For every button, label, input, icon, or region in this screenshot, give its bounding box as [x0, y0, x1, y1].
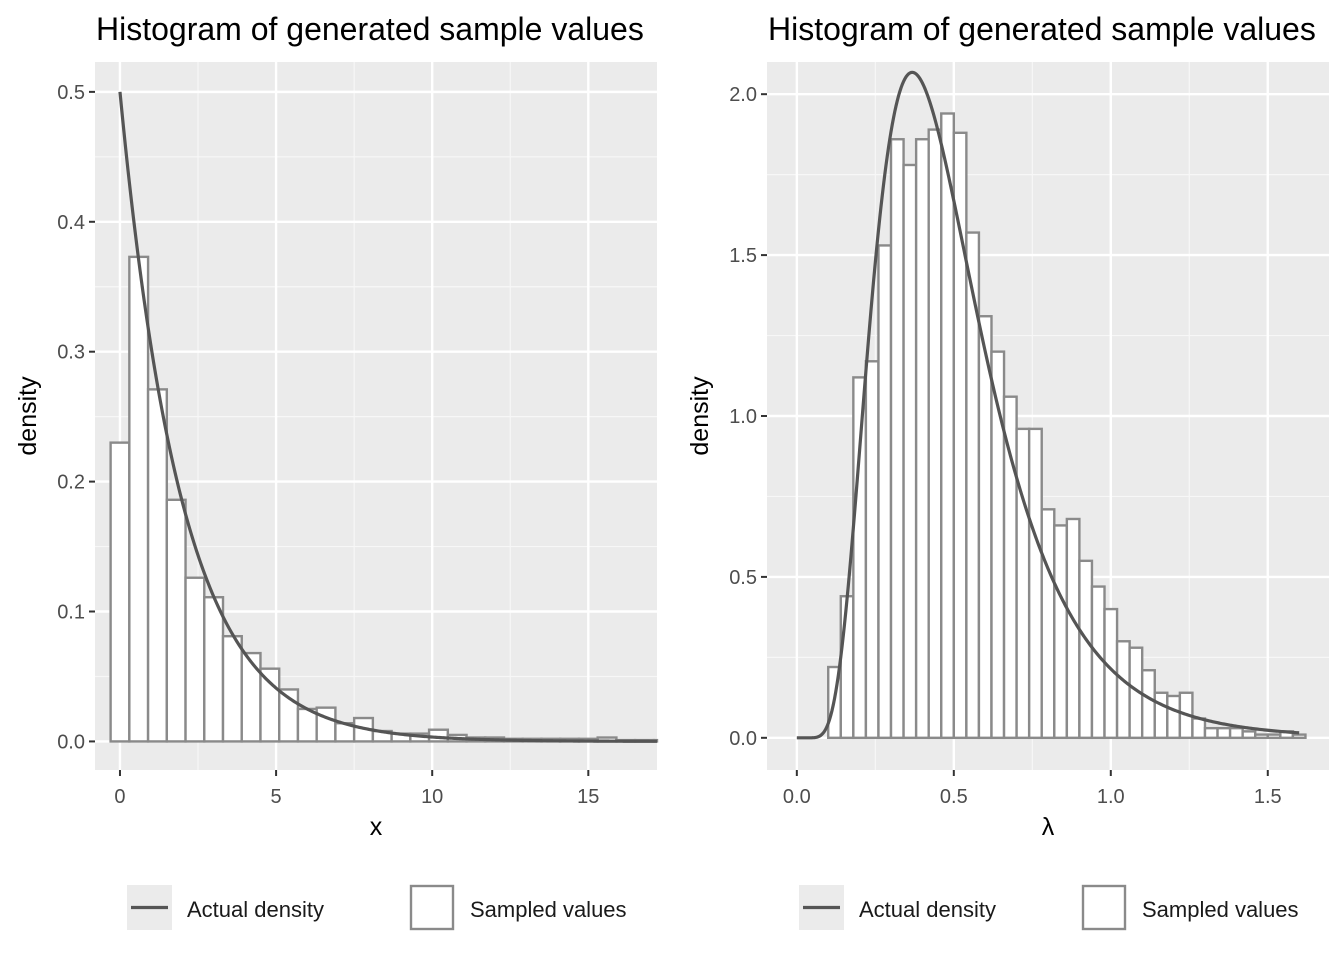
y-tick-label: 0.0	[729, 728, 757, 750]
x-tick-label: 15	[577, 786, 599, 808]
histogram-bar	[1002, 395, 1018, 740]
x-axis-label: λ	[1042, 813, 1055, 841]
histogram-bar	[1027, 427, 1043, 740]
y-tick-label: 1.5	[729, 245, 757, 267]
histogram-bar	[1078, 559, 1094, 740]
histogram-bar	[1216, 726, 1232, 740]
legend-label-sampled: Sampled values	[470, 897, 627, 922]
histogram-bar	[1053, 524, 1069, 740]
histogram-bar	[1115, 640, 1131, 740]
x-tick-label: 1.5	[1254, 786, 1282, 808]
density-curve	[796, 70, 1300, 740]
histogram-bar	[146, 388, 169, 743]
histogram-bar	[203, 596, 225, 743]
x-tick-label: 0.0	[783, 786, 811, 808]
legend: Actual density Sampled values	[127, 884, 627, 931]
histogram-bar	[940, 112, 956, 740]
histogram-bar	[1228, 726, 1244, 740]
histogram-bar	[1140, 669, 1156, 740]
legend-key-box	[1081, 884, 1127, 931]
histogram-bar	[165, 498, 187, 743]
histogram-bar	[240, 651, 262, 743]
histogram-bar	[1015, 427, 1031, 740]
y-tick-label: 2.0	[729, 84, 757, 106]
legend: Actual density Sampled values	[799, 884, 1299, 931]
histogram-bar	[864, 360, 880, 740]
histogram-bar	[977, 315, 993, 740]
histogram-bar	[315, 706, 337, 743]
histogram-bar	[1241, 730, 1257, 740]
y-tick-label: 0.2	[57, 472, 85, 494]
histogram-bar	[1203, 726, 1219, 740]
y-tick-label: 0.4	[57, 212, 85, 234]
legend-label-sampled: Sampled values	[1142, 897, 1299, 922]
histogram-bar	[839, 595, 855, 740]
y-tick-label: 1.0	[729, 406, 757, 428]
histogram-bar	[128, 255, 150, 743]
legend-key-box	[409, 884, 455, 931]
histogram-bar	[109, 441, 131, 743]
histogram-bar	[902, 163, 918, 740]
histogram-bar	[889, 138, 905, 740]
histogram-bar	[927, 128, 943, 740]
histogram-bar	[1166, 694, 1182, 740]
histogram-bar	[1291, 733, 1307, 740]
histogram-bar	[914, 138, 930, 740]
legend-label-density: Actual density	[859, 897, 996, 922]
x-tick-label: 5	[271, 786, 282, 808]
histogram-bar	[1040, 508, 1056, 740]
histogram-bar	[1266, 733, 1282, 740]
chart-title: Histogram of generated sample values	[768, 11, 1316, 47]
histogram-bar	[1191, 717, 1207, 740]
y-axis-label: density	[686, 376, 714, 456]
y-tick-label: 0.1	[57, 602, 85, 624]
density-curve	[118, 91, 657, 743]
histogram-bar	[184, 576, 206, 743]
x-tick-label: 0	[114, 786, 125, 808]
histogram-bar	[877, 244, 893, 740]
y-tick-label: 0.0	[57, 731, 85, 753]
legend-label-density: Actual density	[187, 897, 324, 922]
chart-title: Histogram of generated sample values	[96, 11, 644, 47]
x-tick-label: 10	[421, 786, 443, 808]
x-axis-label: x	[370, 813, 383, 841]
histogram-bar	[221, 634, 243, 743]
y-tick-label: 0.5	[57, 82, 85, 104]
chart-right: Histogram of generated sample values 0.0…	[686, 11, 1329, 931]
x-tick-label: 0.5	[940, 786, 968, 808]
y-tick-label: 0.3	[57, 342, 85, 364]
histogram-bar	[1153, 691, 1169, 740]
chart-left: Histogram of generated sample values 0.0…	[14, 11, 659, 931]
y-tick-label: 0.5	[729, 567, 757, 589]
y-axis-label: density	[14, 376, 42, 456]
x-tick-label: 1.0	[1097, 786, 1125, 808]
histogram-bar	[259, 667, 281, 743]
histogram-bar	[1254, 733, 1269, 740]
